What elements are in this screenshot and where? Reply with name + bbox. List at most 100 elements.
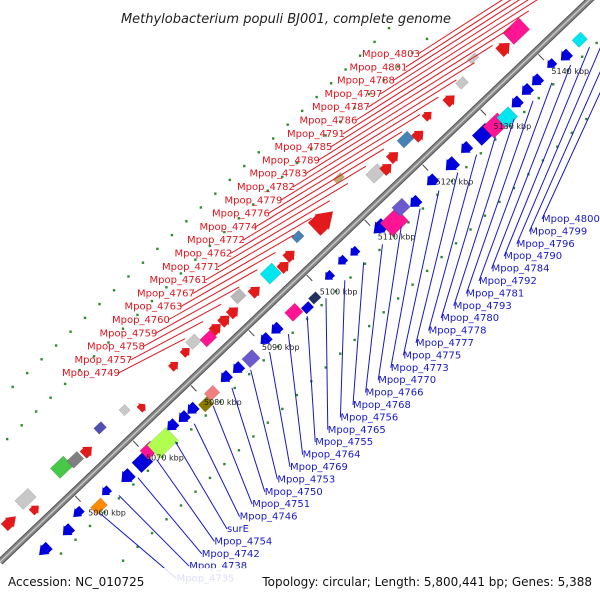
gene-feature <box>66 451 85 469</box>
gene-feature <box>445 156 461 171</box>
gene-feature <box>168 361 179 372</box>
leader-line <box>428 154 478 331</box>
track-dot <box>179 272 183 275</box>
gene-feature <box>560 48 573 61</box>
gene-arrow <box>271 321 284 334</box>
gene-block <box>496 106 519 129</box>
leader-line <box>231 387 266 492</box>
track-dot <box>83 316 87 320</box>
track-dot <box>396 297 400 300</box>
track-dot <box>425 269 429 273</box>
gene-feature <box>308 211 334 236</box>
kbp-tick-line <box>132 440 139 447</box>
gene-label: Mpop_4799 <box>529 226 587 237</box>
leader-line <box>417 0 503 55</box>
track-dot <box>228 178 232 182</box>
gene-label: Mpop_4790 <box>504 251 562 262</box>
gene-feature <box>442 95 455 108</box>
gene-feature <box>102 485 113 496</box>
track-dot <box>411 51 414 54</box>
track-dot <box>339 352 342 355</box>
track-dot <box>185 220 188 223</box>
gene-label: Mpop_4754 <box>214 536 272 547</box>
track-dot <box>396 65 400 68</box>
track-dot <box>252 435 255 438</box>
gene-block <box>203 384 221 402</box>
gene-arrow <box>208 323 221 336</box>
gene-label: Mpop_4773 <box>391 363 449 374</box>
leader-line <box>330 44 493 148</box>
track-dot <box>387 26 391 30</box>
gene-block <box>396 130 415 149</box>
gene-feature <box>241 349 261 369</box>
leader-line <box>392 0 521 82</box>
gene-label: Mpop_4767 <box>137 288 195 299</box>
leader-line <box>365 244 383 393</box>
gene-arrow <box>411 130 424 143</box>
track-dot <box>74 538 77 541</box>
leader-line <box>440 136 496 319</box>
gene-feature <box>73 505 85 518</box>
gene-feature <box>118 404 131 417</box>
track-dot <box>281 407 284 411</box>
gene-arrow <box>531 73 545 86</box>
track-dot <box>407 221 410 224</box>
gene-label: Mpop_4750 <box>265 487 323 498</box>
gene-feature <box>571 31 588 48</box>
track-dot <box>329 82 333 85</box>
leader-line <box>155 286 240 334</box>
gene-label: Mpop_4784 <box>492 264 550 275</box>
leader-line <box>280 113 421 201</box>
gene-arrow <box>39 541 53 556</box>
track-dot <box>223 462 226 466</box>
gene-label: Mpop_4764 <box>303 450 361 461</box>
gene-block <box>90 497 108 516</box>
gene-label: Mpop_4763 <box>125 302 183 313</box>
leader-line <box>402 190 440 356</box>
track-dot <box>334 290 338 293</box>
track-dot <box>349 276 352 279</box>
gene-label: Mpop_4766 <box>366 388 424 399</box>
gene-feature <box>495 42 510 57</box>
leader-line <box>390 208 421 368</box>
leader-line <box>339 280 346 418</box>
track-dot <box>11 385 14 389</box>
gene-feature <box>260 332 273 345</box>
gene-arrow <box>385 152 399 164</box>
gene-feature <box>121 468 136 483</box>
track-dot <box>117 497 121 500</box>
gene-label: Mpop_4761 <box>150 275 208 286</box>
gene-arrow <box>421 111 432 122</box>
gene-label: Mpop_4789 <box>262 155 320 166</box>
kbp-tick-line <box>74 495 82 503</box>
kbp-tick-label: 5080 kbp <box>204 398 242 407</box>
gene-feature <box>136 403 146 413</box>
track-dot <box>309 148 313 151</box>
track-dot <box>483 214 487 217</box>
track-dot <box>150 531 154 535</box>
track-dot <box>59 552 63 555</box>
kbp-ticks: 5060 kbp 5070 kbp 5080 kbp 5090 kbp 5100 kbp… <box>74 53 589 517</box>
gene-label: Mpop_4749 <box>62 368 120 379</box>
gene-label: Mpop_4776 <box>212 209 270 220</box>
gene-block <box>284 302 304 322</box>
track-dot <box>436 193 439 196</box>
label-leader-lines <box>99 0 600 579</box>
gene-feature <box>396 130 415 149</box>
track-dot <box>272 137 275 140</box>
gene-feature <box>203 384 221 402</box>
gene-feature <box>230 287 247 305</box>
track-dot <box>494 138 497 141</box>
gene-arrow <box>521 83 534 95</box>
gene-label: Mpop_4774 <box>200 222 258 233</box>
gene-label: Mpop_4796 <box>517 239 575 250</box>
track-dot <box>208 244 212 248</box>
gene-label: Mpop_4797 <box>325 89 383 100</box>
gene-block <box>291 229 305 244</box>
gene-label: Mpop_4788 <box>337 76 395 87</box>
gene-arrow <box>28 505 39 516</box>
accession-text: Accession: NC_010725 <box>8 575 144 589</box>
gene-feature <box>167 418 180 431</box>
leader-line <box>516 47 600 244</box>
gene-feature <box>284 302 304 322</box>
